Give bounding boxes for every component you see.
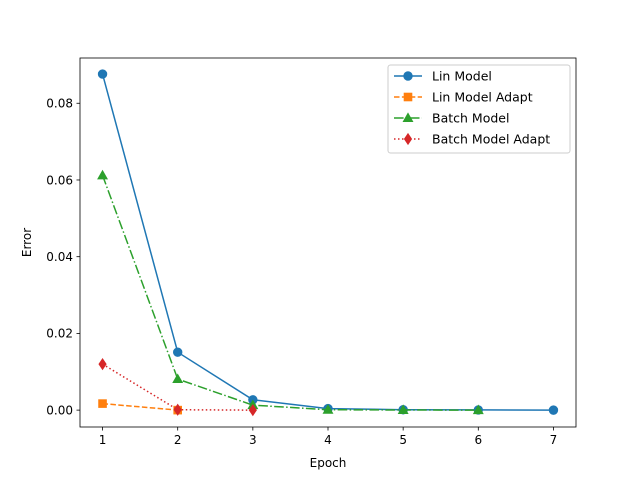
legend-label: Lin Model: [432, 69, 492, 84]
legend-label: Batch Model: [432, 111, 509, 126]
marker-diamond: [173, 403, 182, 416]
marker-triangle: [402, 112, 414, 122]
legend: Lin Model Lin Model Adapt Batch Model Batch…: [387, 64, 571, 154]
legend-label: Lin Model Adapt: [432, 90, 533, 105]
x-tick-label: 5: [399, 433, 407, 447]
marker-diamond: [248, 404, 257, 417]
series-line: [102, 402, 178, 411]
x-axis-label: Epoch: [310, 456, 347, 470]
marker-triangle: [322, 404, 334, 414]
marker-circle: [403, 71, 413, 81]
marker-triangle: [97, 169, 109, 180]
marker-circle: [548, 405, 559, 415]
y-tick-label: 0.00: [46, 403, 73, 417]
marker-circle: [172, 347, 183, 357]
y-axis-label: Error: [20, 228, 34, 257]
marker-triangle: [172, 373, 184, 384]
x-tick-label: 6: [474, 433, 482, 447]
y-tick-label: 0.08: [46, 97, 73, 111]
marker-triangle: [397, 404, 409, 414]
x-tick-label: 2: [174, 433, 182, 447]
x-tick-label: 4: [324, 433, 332, 447]
x-tick-label: 1: [99, 433, 107, 447]
marker-diamond: [98, 357, 107, 371]
x-tick-label: 3: [249, 433, 257, 447]
legend-label: Batch Model Adapt: [432, 132, 550, 147]
y-tick-label: 0.04: [46, 250, 73, 264]
legend-box: [387, 64, 571, 154]
marker-square: [98, 399, 107, 408]
series-line: [101, 175, 479, 411]
marker-circle: [97, 69, 108, 79]
legend-item: Batch Model: [394, 111, 509, 126]
marker-diamond: [403, 132, 413, 146]
x-tick-label: 7: [550, 433, 558, 447]
series-line: [102, 363, 253, 411]
marker-triangle: [472, 404, 484, 415]
y-tick-label: 0.06: [46, 173, 73, 187]
x-axis: 1 2 3 4 5 6 7: [99, 427, 558, 447]
legend-item: Batch Model Adapt: [394, 132, 550, 147]
series-layer: [97, 69, 559, 417]
y-axis: 0.00 0.02 0.04 0.06 0.08: [46, 97, 80, 417]
y-tick-label: 0.02: [46, 327, 73, 341]
series-batch-model-adapt: [98, 357, 257, 417]
legend-item: Lin Model: [394, 69, 492, 84]
legend-item: Lin Model Adapt: [394, 90, 533, 105]
marker-square: [403, 92, 413, 102]
